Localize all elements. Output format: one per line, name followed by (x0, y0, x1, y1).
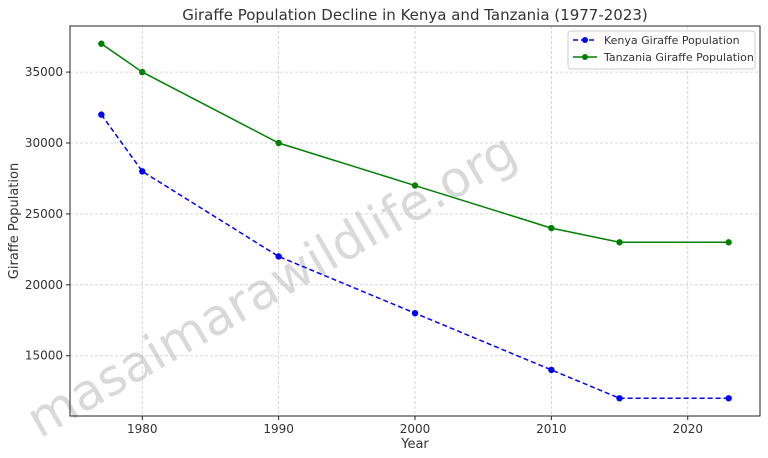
y-tick-label: 20000 (25, 278, 63, 292)
data-point-tanzania (98, 40, 105, 47)
watermark: masaimarawildlife.org (17, 121, 527, 449)
legend: Kenya Giraffe Population Tanzania Giraff… (567, 30, 756, 70)
y-tick-label: 30000 (25, 136, 63, 150)
data-point-tanzania (616, 239, 623, 246)
data-point-kenya (98, 111, 105, 118)
x-tick-label: 1980 (127, 422, 158, 436)
data-point-kenya (411, 309, 419, 317)
data-point-kenya (275, 253, 282, 260)
data-point-tanzania (548, 224, 555, 232)
y-tick-label: 25000 (25, 207, 63, 221)
y-tick-label: 15000 (25, 349, 63, 363)
legend-box (567, 30, 756, 70)
x-tick-label: 1990 (263, 422, 294, 436)
data-point-tanzania (139, 68, 146, 76)
legend-label-tanzania: Tanzania Giraffe Population (603, 51, 754, 64)
legend-marker-tanzania (582, 54, 588, 60)
legend-label-kenya: Kenya Giraffe Population (604, 34, 740, 47)
ticks: 1980 1990 2000 2010 2020 15000 20000 25000 30000… (25, 65, 703, 436)
x-axis-label: Year (400, 437, 429, 452)
x-tick-label: 2000 (400, 422, 431, 436)
data-point-kenya (616, 395, 623, 402)
grid (70, 26, 760, 416)
y-axis-label: Giraffe Population (7, 163, 22, 279)
series-group (98, 40, 732, 402)
x-tick-label: 2010 (536, 422, 567, 436)
y-tick-label: 35000 (25, 65, 63, 79)
data-point-kenya (139, 168, 146, 175)
x-tick-label: 2020 (672, 422, 703, 436)
data-point-tanzania (725, 239, 732, 246)
legend-marker-kenya (582, 37, 588, 43)
data-point-kenya (548, 366, 555, 374)
chart-title: Giraffe Population Decline in Kenya and … (182, 6, 648, 24)
data-point-tanzania (275, 139, 282, 147)
data-point-tanzania (411, 182, 419, 189)
data-point-kenya (725, 395, 732, 402)
